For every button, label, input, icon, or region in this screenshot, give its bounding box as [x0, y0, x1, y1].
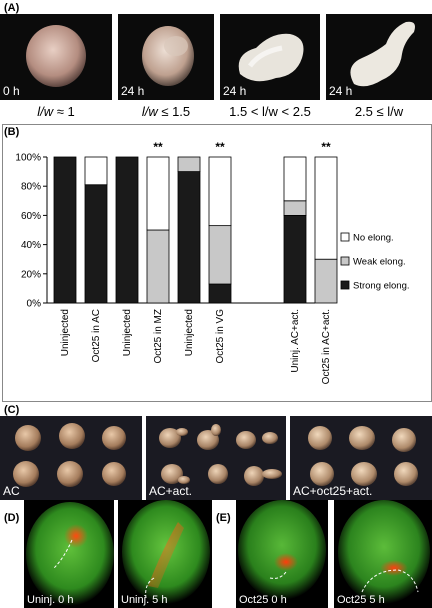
photo-time-label: Oct25 0 h	[239, 594, 287, 606]
bar-segment	[283, 200, 307, 216]
x-category-label: Uninjected	[60, 309, 71, 356]
bar-segment	[115, 156, 139, 304]
legend-label: Weak elong.	[353, 257, 406, 268]
embryo-round-image	[26, 25, 86, 87]
y-tick-label: 100%	[15, 153, 41, 164]
bar-segment	[146, 229, 170, 304]
photo-time-label: Uninj. 5 h	[121, 594, 168, 606]
ratio-label-1: l/w ≈ 1	[0, 104, 112, 119]
panel-b-label: (B)	[4, 126, 20, 138]
x-category-label: Oct25 in VG	[215, 309, 226, 364]
ratio-label-3: 1.5 < l/w < 2.5	[214, 104, 326, 119]
bar-segment	[314, 156, 338, 260]
bar-segment	[53, 156, 77, 304]
bar-segment	[283, 215, 307, 304]
fluorescence-image	[338, 500, 430, 604]
photo-condition-label: AC	[3, 484, 20, 498]
photo-time-label: 24 h	[121, 84, 145, 98]
legend-swatch	[340, 256, 350, 266]
bar-segment	[283, 156, 307, 202]
panel-d-label: (D)	[4, 512, 20, 524]
bar-segment	[177, 171, 201, 304]
ratio-label-4: 2.5 ≤ l/w	[326, 104, 432, 119]
significance-marker: **	[153, 140, 163, 154]
bar-segment	[208, 225, 232, 285]
bar-segment	[84, 184, 108, 304]
significance-marker: **	[215, 140, 225, 154]
ratio-expression: 2.5 ≤ l/w	[354, 104, 404, 119]
legend-label: No elong.	[353, 233, 394, 244]
explant-group-oct25	[308, 426, 418, 486]
photo-condition-label: AC+oct25+act.	[293, 484, 373, 498]
legend-label: Strong elong.	[353, 281, 410, 292]
panel-e-label: (E)	[216, 512, 231, 524]
bar-segment	[177, 156, 201, 172]
embryo-photo-3: 24 h	[220, 14, 320, 100]
x-category-label: Oct25 in AC	[91, 309, 102, 362]
y-tick-label: 80%	[21, 182, 41, 193]
embryo-slight-elongation-image	[142, 26, 194, 86]
embryo-photo-1: 0 h	[0, 14, 112, 100]
ratio-label-2: l/w ≤ 1.5	[112, 104, 220, 119]
embryo-photo-2: 24 h	[118, 14, 214, 100]
x-category-label: Oct25 in MZ	[153, 309, 164, 363]
y-tick-label: 40%	[21, 240, 41, 251]
embryo-strong-elongation-image	[350, 21, 415, 87]
bar-segment	[146, 156, 170, 231]
photo-time-label: Uninj. 0 h	[27, 594, 74, 606]
photo-time-label: 24 h	[329, 84, 353, 98]
ac-photo-2: AC+act.	[146, 416, 286, 500]
fluorescence-image	[238, 500, 326, 600]
embryo-photo-4: 24 h	[326, 14, 432, 100]
ratio-expression: l/w	[37, 104, 54, 119]
significance-marker: **	[321, 140, 331, 154]
x-category-label: Uninjected	[184, 309, 195, 356]
embryo-medium-elongation-image	[238, 33, 304, 82]
panel-a-label: (A)	[4, 2, 20, 14]
fluorescence-photo-oct25-0h: Oct25 0 h	[236, 500, 328, 608]
ratio-condition: ≤ 1.5	[157, 104, 191, 119]
legend-swatch	[340, 232, 350, 242]
y-tick-label: 60%	[21, 211, 41, 222]
ratio-expression: l/w	[141, 104, 158, 119]
chart-container: 0% 20% 40% 60% 80% 100% Uninjected Oct25 in AC U…	[2, 124, 432, 402]
y-tick-label: 20%	[21, 269, 41, 280]
bar-segment	[208, 156, 232, 227]
fluorescence-image	[26, 502, 114, 606]
photo-time-label: 24 h	[223, 84, 247, 98]
fluorescence-image	[122, 500, 210, 604]
panel-c-label: (C)	[4, 404, 20, 416]
x-category-label: Uninj. AC+act.	[290, 309, 301, 373]
photo-time-label: 0 h	[3, 84, 20, 98]
photo-time-label: Oct25 5 h	[337, 594, 385, 606]
ratio-expression: 1.5 < l/w < 2.5	[229, 104, 311, 119]
fluorescence-photo-oct25-5h: Oct25 5 h	[334, 500, 432, 608]
x-category-label: Oct25 in AC+act.	[321, 309, 332, 384]
explant-group-elongated	[159, 424, 282, 486]
y-tick-label: 0%	[27, 299, 42, 310]
photo-condition-label: AC+act.	[149, 484, 193, 498]
legend-swatch	[340, 280, 350, 290]
stacked-bar-chart: 0% 20% 40% 60% 80% 100% Uninjected Oct25 in AC U…	[15, 140, 410, 384]
bar-segment	[84, 156, 108, 186]
ac-photo-1: AC	[0, 416, 142, 500]
ac-photo-3: AC+oct25+act.	[290, 416, 432, 500]
fluorescence-photo-uninj-5h: Uninj. 5 h	[118, 500, 212, 608]
fluorescence-photo-uninj-0h: Uninj. 0 h	[24, 500, 114, 608]
bar-segment	[314, 258, 338, 304]
bar-segment	[208, 283, 232, 304]
x-category-label: Uninjected	[122, 309, 133, 356]
explant-group-round	[13, 423, 126, 487]
ratio-condition: ≈ 1	[53, 104, 75, 119]
